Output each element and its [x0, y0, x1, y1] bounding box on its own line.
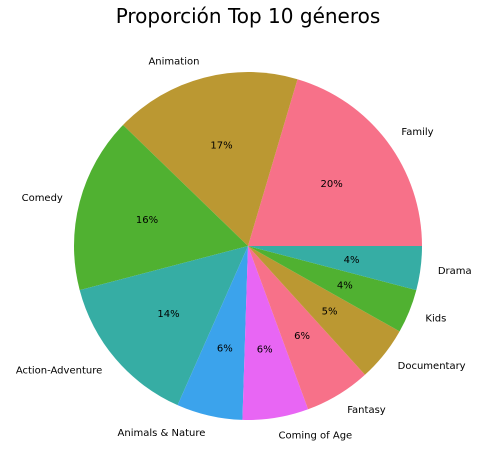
slice-family — [248, 79, 422, 246]
percent-label-action-adventure: 14% — [157, 309, 179, 320]
percent-label-coming-of-age: 6% — [257, 345, 273, 356]
slice-fantasy — [248, 246, 365, 410]
slice-action-adventure — [79, 246, 248, 406]
percent-label-drama: 4% — [344, 255, 360, 266]
category-label-action-adventure: Action-Adventure — [16, 366, 102, 377]
pie-slices — [73, 72, 422, 420]
category-label-family: Family — [401, 127, 433, 138]
percent-labels: 20% 17% 16% 14% 6% 6% 6% 5% 4% 4% — [136, 141, 360, 356]
percent-label-animals-and-nature: 6% — [217, 343, 233, 354]
category-label-coming-of-age: Coming of Age — [279, 430, 353, 441]
percent-label-comedy: 16% — [136, 215, 158, 226]
percent-label-animation: 17% — [210, 141, 232, 152]
percent-label-fantasy: 6% — [294, 331, 310, 342]
category-label-fantasy: Fantasy — [347, 405, 386, 416]
category-label-kids: Kids — [425, 313, 446, 324]
category-label-comedy: Comedy — [22, 193, 63, 204]
category-label-documentary: Documentary — [398, 361, 466, 372]
slice-animation — [123, 72, 298, 247]
category-label-animals-and-nature: Animals & Nature — [118, 428, 206, 439]
slice-drama — [248, 246, 422, 291]
slice-animals-and-nature — [177, 246, 248, 420]
category-labels: Family Animation Comedy Action-Adventure Ani… — [16, 56, 472, 441]
percent-label-documentary: 5% — [322, 307, 338, 318]
slice-kids — [248, 246, 417, 332]
chart-title: Proporción Top 10 géneros — [116, 4, 381, 28]
percent-label-family: 20% — [321, 179, 343, 190]
category-label-drama: Drama — [438, 266, 472, 277]
slice-comedy — [73, 124, 248, 291]
slice-documentary — [248, 246, 400, 375]
slice-coming-of-age — [242, 246, 309, 420]
category-label-animation: Animation — [148, 56, 199, 67]
percent-label-kids: 4% — [337, 281, 353, 292]
